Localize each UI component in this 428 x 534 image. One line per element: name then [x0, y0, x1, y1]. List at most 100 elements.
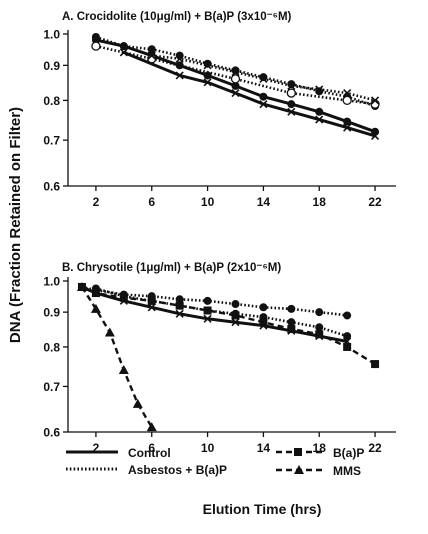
data-point	[175, 54, 184, 63]
data-point	[231, 318, 240, 327]
data-point	[287, 100, 296, 109]
data-point	[91, 41, 101, 51]
y-tick-label: 0.9	[43, 306, 60, 320]
y-tick-label: 0.9	[43, 59, 60, 73]
data-point	[203, 306, 212, 315]
data-point	[259, 92, 268, 101]
data-point	[118, 365, 129, 375]
data-point	[343, 342, 352, 351]
series-line	[81, 285, 376, 366]
data-point	[119, 293, 128, 302]
data-point	[370, 131, 380, 140]
legend-item-bap: B(a)P	[276, 446, 364, 460]
data-point	[287, 107, 296, 116]
data-point	[315, 115, 324, 124]
data-point	[175, 61, 184, 70]
data-point	[147, 45, 156, 54]
series-line	[95, 44, 376, 106]
data-point	[119, 48, 128, 57]
y-tick-label: 1.0	[43, 28, 60, 42]
data-point	[287, 81, 296, 90]
legend-label: B(a)P	[333, 446, 364, 460]
data-point	[287, 304, 296, 313]
data-point	[343, 311, 352, 320]
x-axis-label: Elution Time (hrs)	[203, 501, 322, 517]
x-tick-label: 18	[313, 195, 327, 209]
legend-label: Asbestos + B(a)P	[128, 463, 227, 477]
data-point	[203, 71, 212, 80]
data-point	[259, 73, 268, 82]
data-point	[203, 296, 212, 305]
data-point	[147, 303, 156, 312]
x-tick-label: 2	[93, 441, 100, 455]
y-tick-label: 0.8	[43, 94, 60, 108]
data-point	[175, 295, 184, 304]
y-axis-label: DNA (Fraction Retained on Filter)	[7, 107, 24, 343]
data-point	[146, 422, 157, 432]
x-tick-label: 6	[148, 195, 155, 209]
data-point	[231, 88, 240, 98]
data-point	[231, 311, 240, 320]
legend-item-control: Control	[66, 446, 171, 460]
x-tick-label: 14	[257, 441, 271, 455]
x-tick-label: 18	[313, 441, 327, 455]
x-tick-label: 6	[148, 441, 155, 455]
data-point	[371, 360, 380, 369]
data-point	[343, 332, 352, 341]
legend-marker-triangle	[294, 465, 304, 474]
data-point	[175, 301, 184, 310]
y-tick-label: 1.0	[43, 275, 60, 289]
data-point	[119, 42, 128, 51]
data-point	[104, 327, 115, 337]
data-point	[342, 95, 352, 106]
legend-item-mms: MMS	[276, 464, 361, 478]
data-point	[231, 81, 240, 90]
data-point	[259, 74, 268, 83]
data-point	[315, 330, 324, 339]
data-point	[259, 318, 268, 327]
data-point	[287, 325, 296, 334]
data-point	[132, 398, 143, 408]
panel-a-title: A. Crocidolite (10μg/ml) + B(a)P (3x10⁻⁶…	[62, 11, 292, 23]
data-point	[287, 318, 296, 327]
data-point	[370, 96, 380, 105]
data-point	[203, 314, 212, 323]
data-point	[76, 281, 87, 291]
y-tick-label: 0.7	[43, 380, 60, 394]
data-point	[315, 308, 324, 317]
panel-a: A. Crocidolite (10μg/ml) + B(a)P (3x10⁻⁶…	[43, 11, 396, 209]
data-point	[231, 300, 240, 309]
series-line	[95, 35, 376, 108]
data-point	[343, 88, 352, 98]
data-point	[91, 32, 100, 41]
data-point	[175, 309, 184, 318]
y-tick-label: 0.6	[43, 180, 60, 194]
data-point	[230, 74, 241, 84]
data-point	[147, 296, 156, 305]
x-tick-label: 22	[368, 195, 382, 209]
data-point	[315, 107, 324, 116]
x-tick-label: 2	[93, 195, 100, 209]
x-tick-label: 10	[201, 441, 215, 455]
series-line	[95, 287, 348, 338]
legend-item-asbestos-bap: Asbestos + B(a)P	[66, 463, 227, 477]
data-point	[203, 61, 212, 70]
data-point	[203, 78, 212, 87]
data-point	[175, 71, 184, 80]
y-tick-label: 0.6	[43, 426, 60, 440]
data-point	[203, 59, 212, 68]
data-point	[315, 323, 324, 332]
x-tick-label: 22	[368, 441, 382, 455]
data-point	[147, 51, 156, 60]
data-point	[343, 123, 352, 132]
legend: Control Asbestos + B(a)P B(a)P MMS	[66, 446, 364, 478]
y-tick-label: 0.7	[43, 134, 60, 148]
legend-label: Control	[128, 446, 171, 460]
y-tick-label: 0.8	[43, 340, 60, 354]
legend-marker-square	[294, 448, 302, 456]
panel-b-title: B. Chrysotile (1μg/ml) + B(a)P (2x10⁻⁶M)	[62, 262, 281, 274]
data-point	[315, 85, 324, 94]
legend-label: MMS	[333, 464, 361, 478]
panel-b: B. Chrysotile (1μg/ml) + B(a)P (2x10⁻⁶M)…	[43, 262, 396, 455]
